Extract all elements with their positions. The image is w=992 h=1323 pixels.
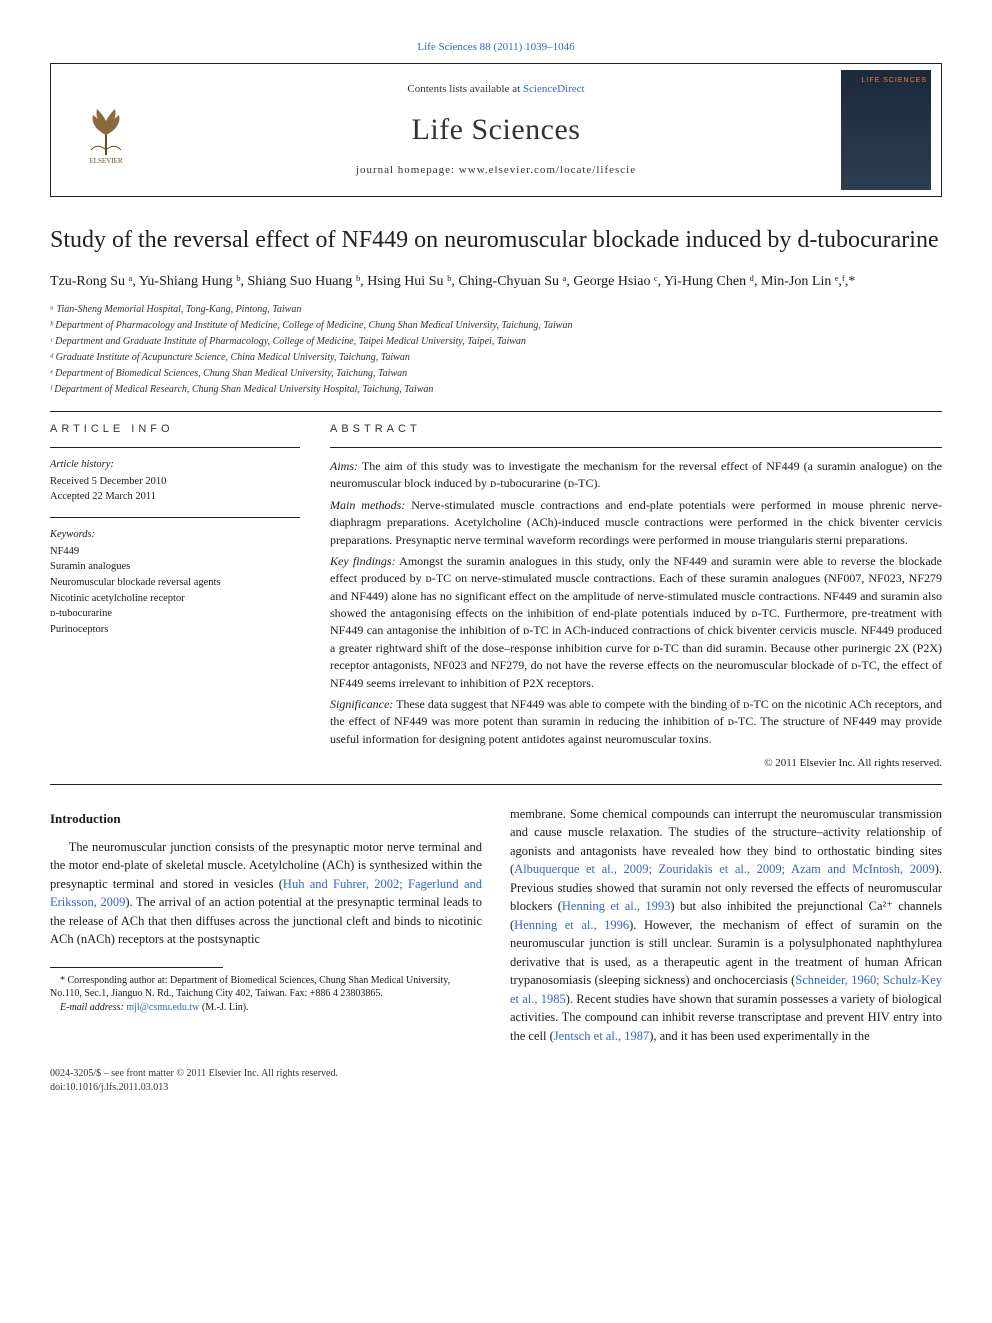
- keyword-line: NF449: [50, 545, 300, 560]
- history-line: Received 5 December 2010: [50, 475, 300, 490]
- journal-header: ELSEVIER Contents lists available at Sci…: [50, 63, 942, 197]
- copyright-line: © 2011 Elsevier Inc. All rights reserved…: [330, 756, 942, 771]
- affiliation-line: ᶠ Department of Medical Research, Chung …: [50, 382, 942, 397]
- article-info-heading: ARTICLE INFO: [50, 422, 300, 437]
- journal-homepage: journal homepage: www.elsevier.com/locat…: [181, 163, 811, 178]
- publisher-logo: ELSEVIER: [51, 64, 161, 196]
- keyword-line: Suramin analogues: [50, 560, 300, 575]
- article-title: Study of the reversal effect of NF449 on…: [50, 225, 942, 256]
- affiliation-line: ᵇ Department of Pharmacology and Institu…: [50, 318, 942, 333]
- citation-link[interactable]: Jentsch et al., 1987: [554, 1029, 649, 1043]
- elsevier-tree-icon: ELSEVIER: [71, 95, 141, 165]
- divider: [50, 411, 942, 412]
- front-matter-line: 0024-3205/$ – see front matter © 2011 El…: [50, 1067, 338, 1081]
- keyword-line: Nicotinic acetylcholine receptor: [50, 592, 300, 607]
- doi-line: doi:10.1016/j.lfs.2011.03.013: [50, 1081, 338, 1095]
- keyword-line: ᴅ-tubocurarine: [50, 607, 300, 622]
- article-info-column: ARTICLE INFO Article history: Received 5…: [50, 422, 300, 772]
- article-body: Introduction The neuromuscular junction …: [50, 805, 942, 1046]
- abstract-heading: ABSTRACT: [330, 422, 942, 437]
- email-link[interactable]: mjl@csmu.edu.tw: [126, 1002, 199, 1013]
- footnote-separator: [50, 967, 223, 968]
- body-paragraph: The neuromuscular junction consists of t…: [50, 838, 482, 949]
- journal-name: Life Sciences: [181, 109, 811, 151]
- sciencedirect-link[interactable]: ScienceDirect: [523, 83, 585, 95]
- citation-link[interactable]: Albuquerque et al., 2009; Zouridakis et …: [514, 862, 935, 876]
- section-heading-introduction: Introduction: [50, 809, 482, 828]
- corresponding-author-footnote: * Corresponding author at: Department of…: [50, 974, 482, 1015]
- affiliation-line: ᵈ Graduate Institute of Acupuncture Scie…: [50, 350, 942, 365]
- journal-cover-thumb: LIFE SCIENCES: [831, 64, 941, 196]
- affiliation-line: ᵃ Tian-Sheng Memorial Hospital, Tong-Kan…: [50, 302, 942, 317]
- keywords-label: Keywords:: [50, 528, 300, 543]
- author-list: Tzu-Rong Su ᵃ, Yu-Shiang Hung ᵇ, Shiang …: [50, 271, 942, 292]
- contents-available: Contents lists available at ScienceDirec…: [181, 82, 811, 97]
- history-label: Article history:: [50, 458, 300, 473]
- affiliation-line: ᶜ Department and Graduate Institute of P…: [50, 334, 942, 349]
- keyword-line: Neuromuscular blockade reversal agents: [50, 576, 300, 591]
- history-line: Accepted 22 March 2011: [50, 490, 300, 505]
- abstract-paragraph: Significance: These data suggest that NF…: [330, 696, 942, 748]
- affiliation-line: ᵉ Department of Biomedical Sciences, Chu…: [50, 366, 942, 381]
- abstract-paragraph: Main methods: Nerve-stimulated muscle co…: [330, 497, 942, 549]
- page-footer: 0024-3205/$ – see front matter © 2011 El…: [50, 1067, 942, 1095]
- svg-text:ELSEVIER: ELSEVIER: [89, 157, 122, 165]
- keyword-line: Purinoceptors: [50, 623, 300, 638]
- abstract-column: ABSTRACT Aims: The aim of this study was…: [330, 422, 942, 772]
- affiliations: ᵃ Tian-Sheng Memorial Hospital, Tong-Kan…: [50, 302, 942, 397]
- body-paragraph: membrane. Some chemical compounds can in…: [510, 805, 942, 1046]
- abstract-paragraph: Key findings: Amongst the suramin analog…: [330, 553, 942, 692]
- citation-link[interactable]: Henning et al., 1993: [562, 899, 671, 913]
- abstract-paragraph: Aims: The aim of this study was to inves…: [330, 458, 942, 493]
- running-head: Life Sciences 88 (2011) 1039–1046: [50, 40, 942, 55]
- citation-link[interactable]: Henning et al., 1996: [514, 918, 629, 932]
